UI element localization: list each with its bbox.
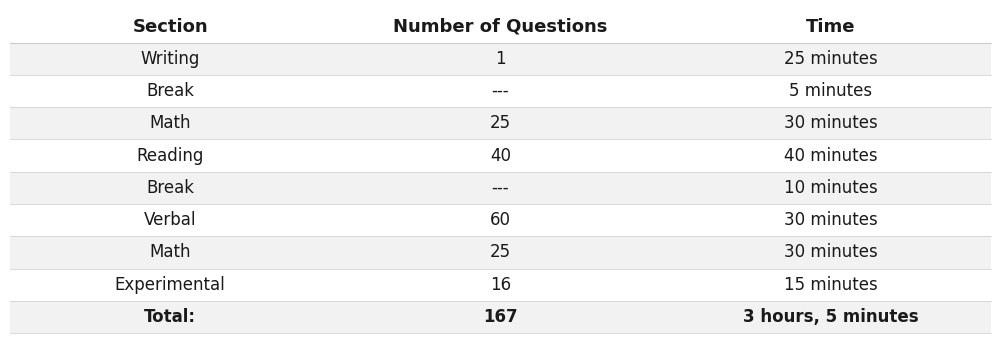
Text: 30 minutes: 30 minutes [784,115,878,132]
FancyBboxPatch shape [10,172,991,204]
Text: 16: 16 [489,276,512,294]
Text: Total:: Total: [144,308,196,326]
Text: ---: --- [491,179,510,197]
Text: Break: Break [146,179,194,197]
Text: 30 minutes: 30 minutes [784,211,878,229]
Text: 167: 167 [483,308,518,326]
FancyBboxPatch shape [10,236,991,269]
FancyBboxPatch shape [10,139,991,172]
FancyBboxPatch shape [10,75,991,107]
Text: Experimental: Experimental [115,276,225,294]
FancyBboxPatch shape [10,107,991,139]
FancyBboxPatch shape [10,10,991,43]
Text: ---: --- [491,82,510,100]
FancyBboxPatch shape [10,204,991,236]
Text: 40 minutes: 40 minutes [784,147,878,164]
Text: Reading: Reading [136,147,204,164]
Text: 1: 1 [495,50,506,68]
Text: Verbal: Verbal [144,211,196,229]
Text: 25: 25 [489,115,512,132]
Text: 10 minutes: 10 minutes [784,179,878,197]
Text: Writing: Writing [140,50,200,68]
Text: Section: Section [132,18,208,35]
Text: Math: Math [149,115,191,132]
Text: 25: 25 [489,244,512,261]
Text: Time: Time [806,18,856,35]
Text: 15 minutes: 15 minutes [784,276,878,294]
Text: 30 minutes: 30 minutes [784,244,878,261]
Text: 40: 40 [490,147,511,164]
FancyBboxPatch shape [10,43,991,75]
Text: 5 minutes: 5 minutes [789,82,873,100]
FancyBboxPatch shape [10,269,991,301]
Text: Math: Math [149,244,191,261]
Text: Number of Questions: Number of Questions [393,18,608,35]
FancyBboxPatch shape [10,301,991,333]
Text: 60: 60 [490,211,511,229]
Text: 3 hours, 5 minutes: 3 hours, 5 minutes [743,308,919,326]
Text: Break: Break [146,82,194,100]
Text: 25 minutes: 25 minutes [784,50,878,68]
